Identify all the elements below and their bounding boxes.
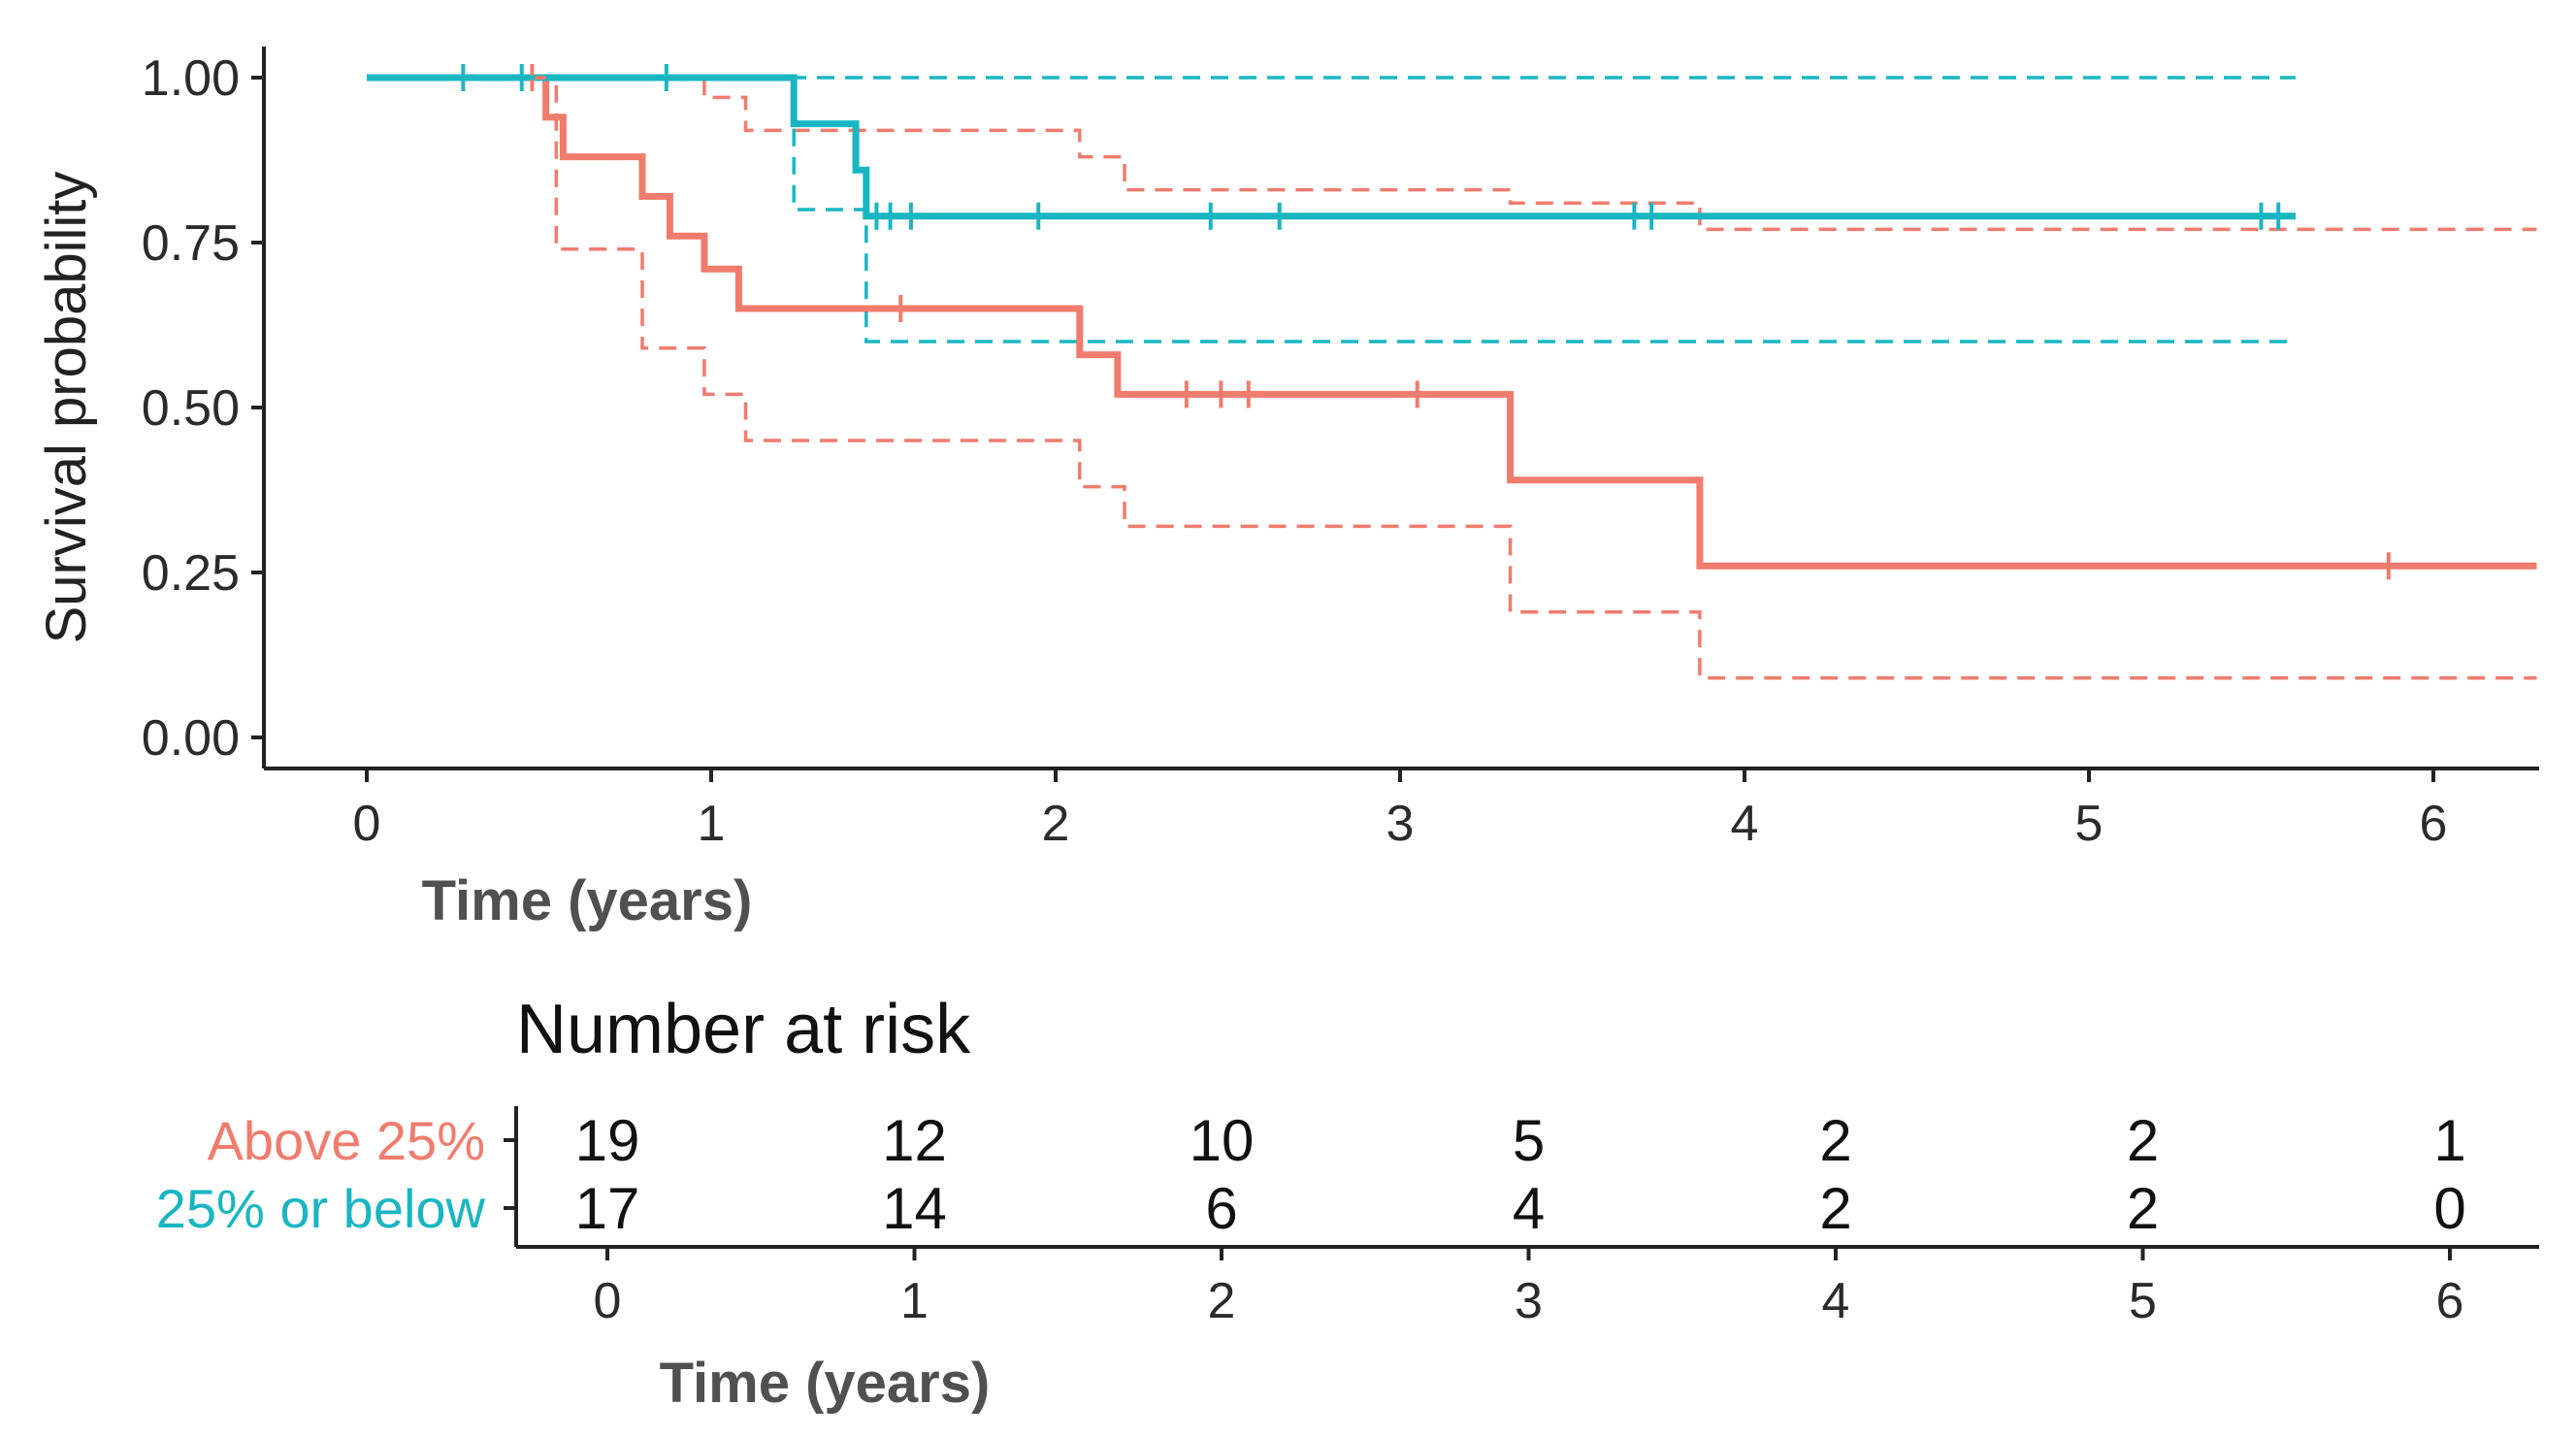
risk-group-label-25-or-below: 25% or below — [156, 1178, 486, 1239]
censor-mark — [2374, 552, 2402, 580]
risk-count: 0 — [2433, 1176, 2465, 1241]
x-tick-label: 6 — [2420, 796, 2448, 852]
censor-mark — [1234, 380, 1262, 409]
censor-mark — [887, 295, 915, 322]
risk-count: 2 — [2127, 1176, 2159, 1241]
risk-count: 14 — [882, 1176, 947, 1241]
risk-count: 10 — [1190, 1108, 1255, 1173]
risk-count: 2 — [2127, 1108, 2159, 1173]
risk-x-tick-label: 6 — [2436, 1273, 2464, 1329]
y-tick-label: 0.75 — [142, 215, 240, 272]
risk-x-tick-label: 3 — [1515, 1273, 1543, 1329]
risk-x-axis-title: Time (years) — [660, 1352, 991, 1415]
censor-mark — [897, 202, 925, 230]
ci-lower-above-25 — [367, 76, 2537, 680]
risk-group-labels: Above 25% 25% or below — [156, 1110, 516, 1239]
risk-group-label-above-25: Above 25% — [208, 1110, 485, 1171]
survival-curves — [367, 74, 2537, 570]
risk-x-tick-label: 5 — [2129, 1273, 2157, 1329]
censor-marks — [449, 64, 2402, 580]
risk-x-axis-ticks: 0 1 2 3 4 5 6 — [594, 1247, 2464, 1329]
ci-lower-25-or-below — [367, 76, 2296, 343]
x-axis-title: Time (years) — [422, 869, 753, 932]
censor-mark — [1196, 202, 1224, 230]
risk-x-tick-label: 2 — [1208, 1273, 1236, 1329]
x-tick-label: 4 — [1731, 796, 1759, 852]
censor-mark — [2265, 202, 2293, 230]
y-axis-ticks: 0.00 0.25 0.50 0.75 1.00 — [142, 50, 264, 767]
censor-mark — [1265, 202, 1293, 230]
x-tick-label: 2 — [1042, 796, 1070, 852]
survival-curve-above-25 — [367, 74, 2537, 570]
censor-mark — [1172, 380, 1200, 409]
risk-x-tick-label: 0 — [594, 1273, 622, 1329]
y-tick-label: 0.00 — [142, 710, 240, 767]
confidence-intervals — [367, 76, 2537, 680]
risk-count: 2 — [1819, 1176, 1851, 1241]
censor-mark — [1025, 202, 1053, 230]
y-tick-label: 0.50 — [142, 380, 240, 437]
risk-counts: 19 12 10 5 2 2 117 14 6 4 2 2 0 — [575, 1108, 2466, 1241]
risk-x-tick-label: 4 — [1822, 1273, 1850, 1329]
risk-count: 19 — [575, 1108, 640, 1173]
survival-curve-25-or-below — [367, 74, 2296, 220]
risk-table: Number at risk Above 25%25% or below 19 1… — [156, 991, 2539, 1415]
censor-mark — [507, 64, 536, 91]
risk-count: 12 — [882, 1108, 947, 1173]
x-axis-ticks: 0 1 2 3 4 5 6 — [353, 768, 2448, 852]
risk-count: 5 — [1513, 1108, 1545, 1173]
risk-count: 17 — [575, 1176, 640, 1241]
x-tick-label: 3 — [1386, 796, 1415, 852]
y-tick-label: 1.00 — [142, 50, 240, 107]
risk-count: 1 — [2433, 1108, 2465, 1173]
risk-count: 6 — [1205, 1176, 1237, 1241]
survival-plot: Survival probability 0.00 0.25 0.50 0.75 1.0… — [35, 47, 2539, 932]
ci-upper-above-25 — [367, 76, 2537, 232]
risk-x-tick-label: 1 — [900, 1273, 929, 1329]
censor-mark — [652, 64, 680, 91]
risk-table-title: Number at risk — [516, 991, 971, 1068]
x-tick-label: 1 — [698, 796, 726, 852]
risk-count: 4 — [1513, 1176, 1545, 1241]
x-tick-label: 0 — [353, 796, 381, 852]
censor-mark — [449, 64, 477, 91]
y-tick-label: 0.25 — [142, 545, 240, 602]
censor-mark — [1207, 380, 1235, 409]
censor-mark — [1638, 202, 1666, 230]
y-axis-title: Survival probability — [35, 172, 98, 644]
risk-count: 2 — [1819, 1108, 1851, 1173]
censor-mark — [1403, 380, 1431, 409]
x-tick-label: 5 — [2075, 796, 2103, 852]
